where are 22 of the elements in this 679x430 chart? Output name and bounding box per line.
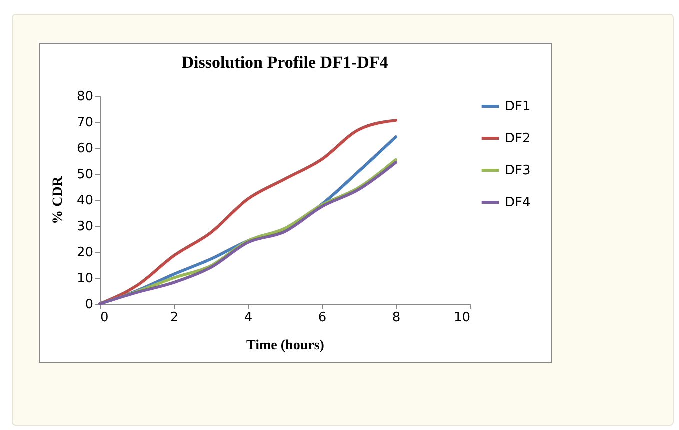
y-tick-label: 10 [76,272,94,286]
x-tick-label: 8 [392,310,401,326]
legend-label: DF1 [505,100,531,114]
y-tick-label: 40 [76,194,94,208]
y-tick-label: 80 [76,90,94,104]
legend-label: DF4 [505,196,531,210]
x-tick-label: 4 [244,310,253,326]
x-tick-label: 0 [100,310,109,326]
y-axis-title: % CDR [50,176,66,224]
x-tick-label: 10 [454,310,470,326]
y-tick-label: 50 [76,168,94,182]
y-tick-label: 70 [76,116,94,130]
y-tick-label: 20 [76,246,94,260]
x-axis-title: Time (hours) [246,338,325,354]
y-tick-label: 60 [76,142,94,156]
chart-title: Dissolution Profile DF1-DF4 [182,53,389,72]
legend-label: DF3 [505,164,531,178]
legend-label: DF2 [505,132,531,146]
x-tick-label: 2 [170,310,179,326]
x-tick-label: 6 [318,310,327,326]
y-tick-label: 30 [76,220,94,234]
y-tick-label: 0 [85,298,94,312]
